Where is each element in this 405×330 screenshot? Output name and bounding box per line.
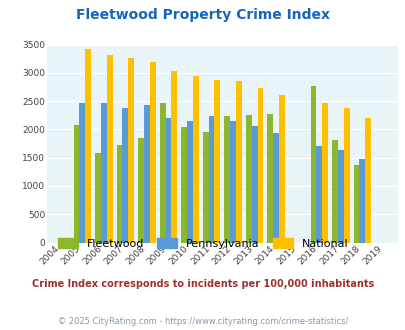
- Bar: [245, 115, 251, 243]
- Bar: [321, 103, 327, 243]
- Bar: [202, 132, 208, 243]
- Bar: [235, 81, 241, 243]
- Text: Crime Index corresponds to incidents per 100,000 inhabitants: Crime Index corresponds to incidents per…: [32, 279, 373, 289]
- Bar: [100, 103, 107, 243]
- Bar: [315, 146, 321, 243]
- Bar: [128, 58, 134, 243]
- Bar: [278, 95, 284, 243]
- Bar: [122, 109, 128, 243]
- Bar: [224, 116, 230, 243]
- Bar: [257, 87, 263, 243]
- Bar: [331, 140, 337, 243]
- Bar: [343, 109, 349, 243]
- Bar: [181, 127, 187, 243]
- Bar: [208, 116, 214, 243]
- Bar: [79, 103, 85, 243]
- Bar: [116, 145, 122, 243]
- Bar: [230, 121, 235, 243]
- Legend: Fleetwood, Pennsylvania, National: Fleetwood, Pennsylvania, National: [53, 234, 352, 253]
- Bar: [138, 139, 144, 243]
- Bar: [267, 114, 273, 243]
- Bar: [165, 118, 171, 243]
- Bar: [144, 105, 149, 243]
- Bar: [187, 121, 192, 243]
- Bar: [192, 76, 198, 243]
- Bar: [358, 159, 364, 243]
- Bar: [273, 133, 278, 243]
- Bar: [353, 165, 358, 243]
- Bar: [95, 153, 100, 243]
- Bar: [171, 71, 177, 243]
- Bar: [310, 86, 315, 243]
- Bar: [337, 150, 343, 243]
- Bar: [251, 126, 257, 243]
- Bar: [149, 61, 155, 243]
- Text: © 2025 CityRating.com - https://www.cityrating.com/crime-statistics/: © 2025 CityRating.com - https://www.city…: [58, 317, 347, 326]
- Text: Fleetwood Property Crime Index: Fleetwood Property Crime Index: [76, 8, 329, 22]
- Bar: [107, 55, 112, 243]
- Bar: [85, 49, 91, 243]
- Bar: [214, 80, 220, 243]
- Bar: [364, 118, 370, 243]
- Bar: [73, 125, 79, 243]
- Bar: [159, 103, 165, 243]
